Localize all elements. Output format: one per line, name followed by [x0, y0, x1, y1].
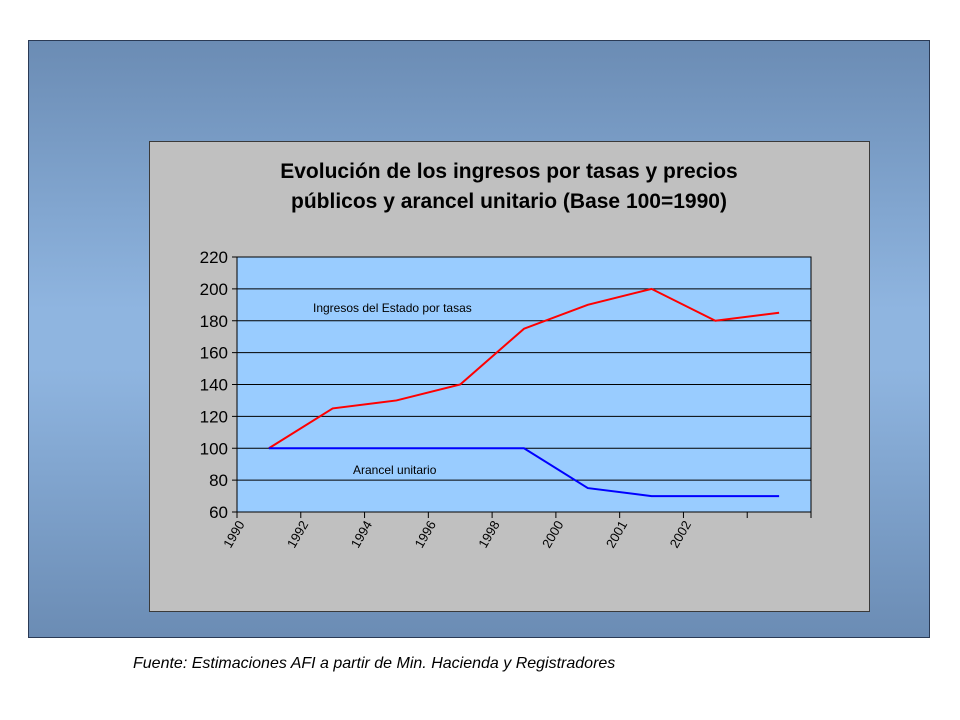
source-note: Fuente: Estimaciones AFI a partir de Min… — [133, 655, 616, 672]
x-tick-label: 2002 — [667, 518, 694, 551]
line-chart: Evolución de los ingresos por tasas y pr… — [200, 160, 812, 551]
y-tick-label: 80 — [209, 471, 228, 490]
chart-title-line-2: públicos y arancel unitario (Base 100=19… — [291, 190, 727, 213]
y-tick-label: 140 — [200, 376, 228, 395]
series-label: Ingresos del Estado por tasas — [313, 301, 472, 315]
x-tick-label: 1990 — [220, 518, 247, 551]
chart-area: Evolución de los ingresos por tasas y pr… — [149, 141, 870, 612]
series-line — [268, 447, 780, 498]
series-line — [268, 287, 780, 450]
x-tick-label: 1992 — [284, 518, 311, 551]
y-tick-label: 220 — [200, 248, 228, 267]
x-tick-label: 1994 — [348, 518, 375, 551]
y-tick-label: 200 — [200, 280, 228, 299]
x-tick-label: 2000 — [539, 518, 566, 551]
y-tick-label: 160 — [200, 344, 228, 363]
x-tick-label: 1998 — [475, 518, 502, 551]
series-label: Arancel unitario — [353, 463, 437, 477]
slide-panel: Evolución de los ingresos por tasas y pr… — [28, 40, 930, 638]
y-tick-label: 120 — [200, 407, 228, 426]
x-tick-label: 2001 — [603, 518, 630, 551]
y-tick-label: 60 — [209, 503, 228, 522]
chart-title-line-1: Evolución de los ingresos por tasas y pr… — [280, 160, 737, 183]
y-tick-label: 100 — [200, 439, 228, 458]
y-tick-label: 180 — [200, 312, 228, 331]
x-tick-label: 1996 — [411, 518, 438, 551]
